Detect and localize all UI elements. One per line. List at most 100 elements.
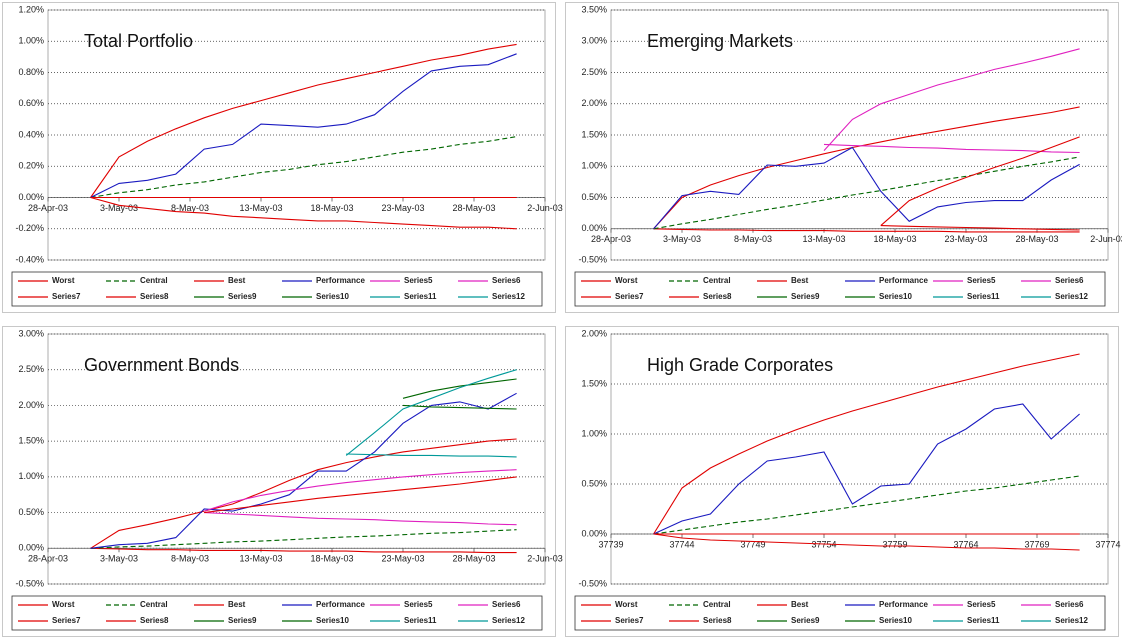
x-tick-label: 28-Apr-03 xyxy=(28,554,68,564)
y-tick-label: 0.00% xyxy=(581,528,607,538)
series-line xyxy=(346,453,517,458)
x-tick-label: 28-Apr-03 xyxy=(591,234,631,244)
legend-label: Series12 xyxy=(1055,616,1088,625)
legend-label: Series11 xyxy=(404,616,437,625)
y-tick-label: 1.50% xyxy=(18,436,44,446)
panel-border xyxy=(2,326,556,637)
legend-label: Performance xyxy=(316,276,365,285)
legend-label: Series11 xyxy=(967,292,1000,301)
y-tick-label: 1.50% xyxy=(581,129,607,139)
y-tick-label: 0.60% xyxy=(18,98,44,108)
y-tick-label: 0.50% xyxy=(18,507,44,517)
legend-label: Series8 xyxy=(703,616,732,625)
x-tick-label: 37744 xyxy=(669,539,694,549)
y-tick-label: 1.00% xyxy=(581,428,607,438)
series-line xyxy=(653,228,1080,233)
y-tick-label: 0.40% xyxy=(18,129,44,139)
legend-label: Series5 xyxy=(404,600,433,609)
legend-label: Series7 xyxy=(615,292,644,301)
y-tick-label: 1.50% xyxy=(581,378,607,388)
legend-label: Series6 xyxy=(492,276,521,285)
legend-label: Series9 xyxy=(228,292,257,301)
series-line xyxy=(204,469,517,512)
x-tick-label: 23-May-03 xyxy=(381,203,424,213)
legend-label: Series5 xyxy=(967,600,996,609)
legend-label: Performance xyxy=(879,276,928,285)
legend-label: Series6 xyxy=(1055,276,1084,285)
y-tick-label: -0.20% xyxy=(15,223,44,233)
y-tick-label: 0.50% xyxy=(581,192,607,202)
x-tick-label: 37764 xyxy=(953,539,978,549)
legend-box xyxy=(11,595,543,631)
x-tick-label: 8-May-03 xyxy=(171,203,209,213)
series-line xyxy=(90,529,517,549)
chart-panel: -0.50% 0.00% 0.50% 1.00% 1.50% 2.00% 2.50% 3.00… xyxy=(2,326,563,637)
x-tick-label: 13-May-03 xyxy=(239,203,282,213)
x-tick-label: 8-May-03 xyxy=(171,554,209,564)
x-tick-label: 37769 xyxy=(1024,539,1049,549)
legend-label: Series8 xyxy=(703,292,732,301)
legend-label: Central xyxy=(703,276,731,285)
x-tick-label: 3-May-03 xyxy=(100,203,138,213)
x-tick-label: 37759 xyxy=(882,539,907,549)
legend-label: Performance xyxy=(879,600,928,609)
series-line xyxy=(653,146,1080,230)
x-tick-label: 2-Jun-03 xyxy=(527,203,563,213)
legend-label: Series9 xyxy=(228,616,257,625)
y-tick-label: 0.20% xyxy=(18,161,44,171)
legend-label: Worst xyxy=(52,276,75,285)
x-tick-label: 23-May-03 xyxy=(944,234,987,244)
x-tick-label: 13-May-03 xyxy=(239,554,282,564)
series-line xyxy=(653,156,1080,230)
legend-label: Series11 xyxy=(967,616,1000,625)
legend-label: Central xyxy=(703,600,731,609)
y-tick-label: 1.00% xyxy=(581,161,607,171)
x-tick-label: 28-May-03 xyxy=(1015,234,1058,244)
series-line xyxy=(90,392,517,549)
y-tick-label: 0.00% xyxy=(18,192,44,202)
legend-label: Series9 xyxy=(791,292,820,301)
legend-box xyxy=(574,595,1106,631)
legend-label: Best xyxy=(228,276,246,285)
legend-label: Central xyxy=(140,276,168,285)
x-tick-label: 28-Apr-03 xyxy=(28,203,68,213)
legend-label: Series7 xyxy=(52,292,81,301)
panel-border xyxy=(565,326,1119,637)
x-tick-label: 28-May-03 xyxy=(452,554,495,564)
series-line xyxy=(653,353,1080,535)
series-line xyxy=(653,403,1080,535)
series-line xyxy=(204,512,517,526)
y-tick-label: 2.50% xyxy=(581,67,607,77)
legend-label: Series10 xyxy=(879,292,912,301)
legend-label: Series10 xyxy=(316,616,349,625)
series-line xyxy=(90,547,517,554)
series-line xyxy=(653,533,1080,551)
legend-label: Series8 xyxy=(140,616,169,625)
series-line xyxy=(402,378,517,399)
series-line xyxy=(402,404,517,410)
legend-label: Worst xyxy=(615,276,638,285)
legend-label: Series10 xyxy=(879,616,912,625)
y-tick-label: 1.00% xyxy=(18,471,44,481)
y-tick-label: 0.50% xyxy=(581,478,607,488)
plot-area xyxy=(47,333,546,585)
y-tick-label: 2.50% xyxy=(18,364,44,374)
x-tick-label: 13-May-03 xyxy=(802,234,845,244)
x-tick-label: 8-May-03 xyxy=(734,234,772,244)
legend-label: Series8 xyxy=(140,292,169,301)
chart-title: High Grade Corporates xyxy=(647,355,833,375)
legend-label: Best xyxy=(791,600,809,609)
x-tick-label: 18-May-03 xyxy=(310,554,353,564)
legend-label: Best xyxy=(228,600,246,609)
x-tick-label: 3-May-03 xyxy=(100,554,138,564)
series-line xyxy=(90,43,517,198)
y-tick-label: 3.50% xyxy=(581,4,607,14)
series-line xyxy=(823,143,1080,154)
x-tick-label: 37749 xyxy=(740,539,765,549)
panel-border xyxy=(565,2,1119,313)
series-line xyxy=(653,106,1080,230)
legend-label: Central xyxy=(140,600,168,609)
chart-panel: -0.50% 0.00% 0.50% 1.00% 1.50% 2.00% 2.50% 3.00… xyxy=(565,2,1122,313)
